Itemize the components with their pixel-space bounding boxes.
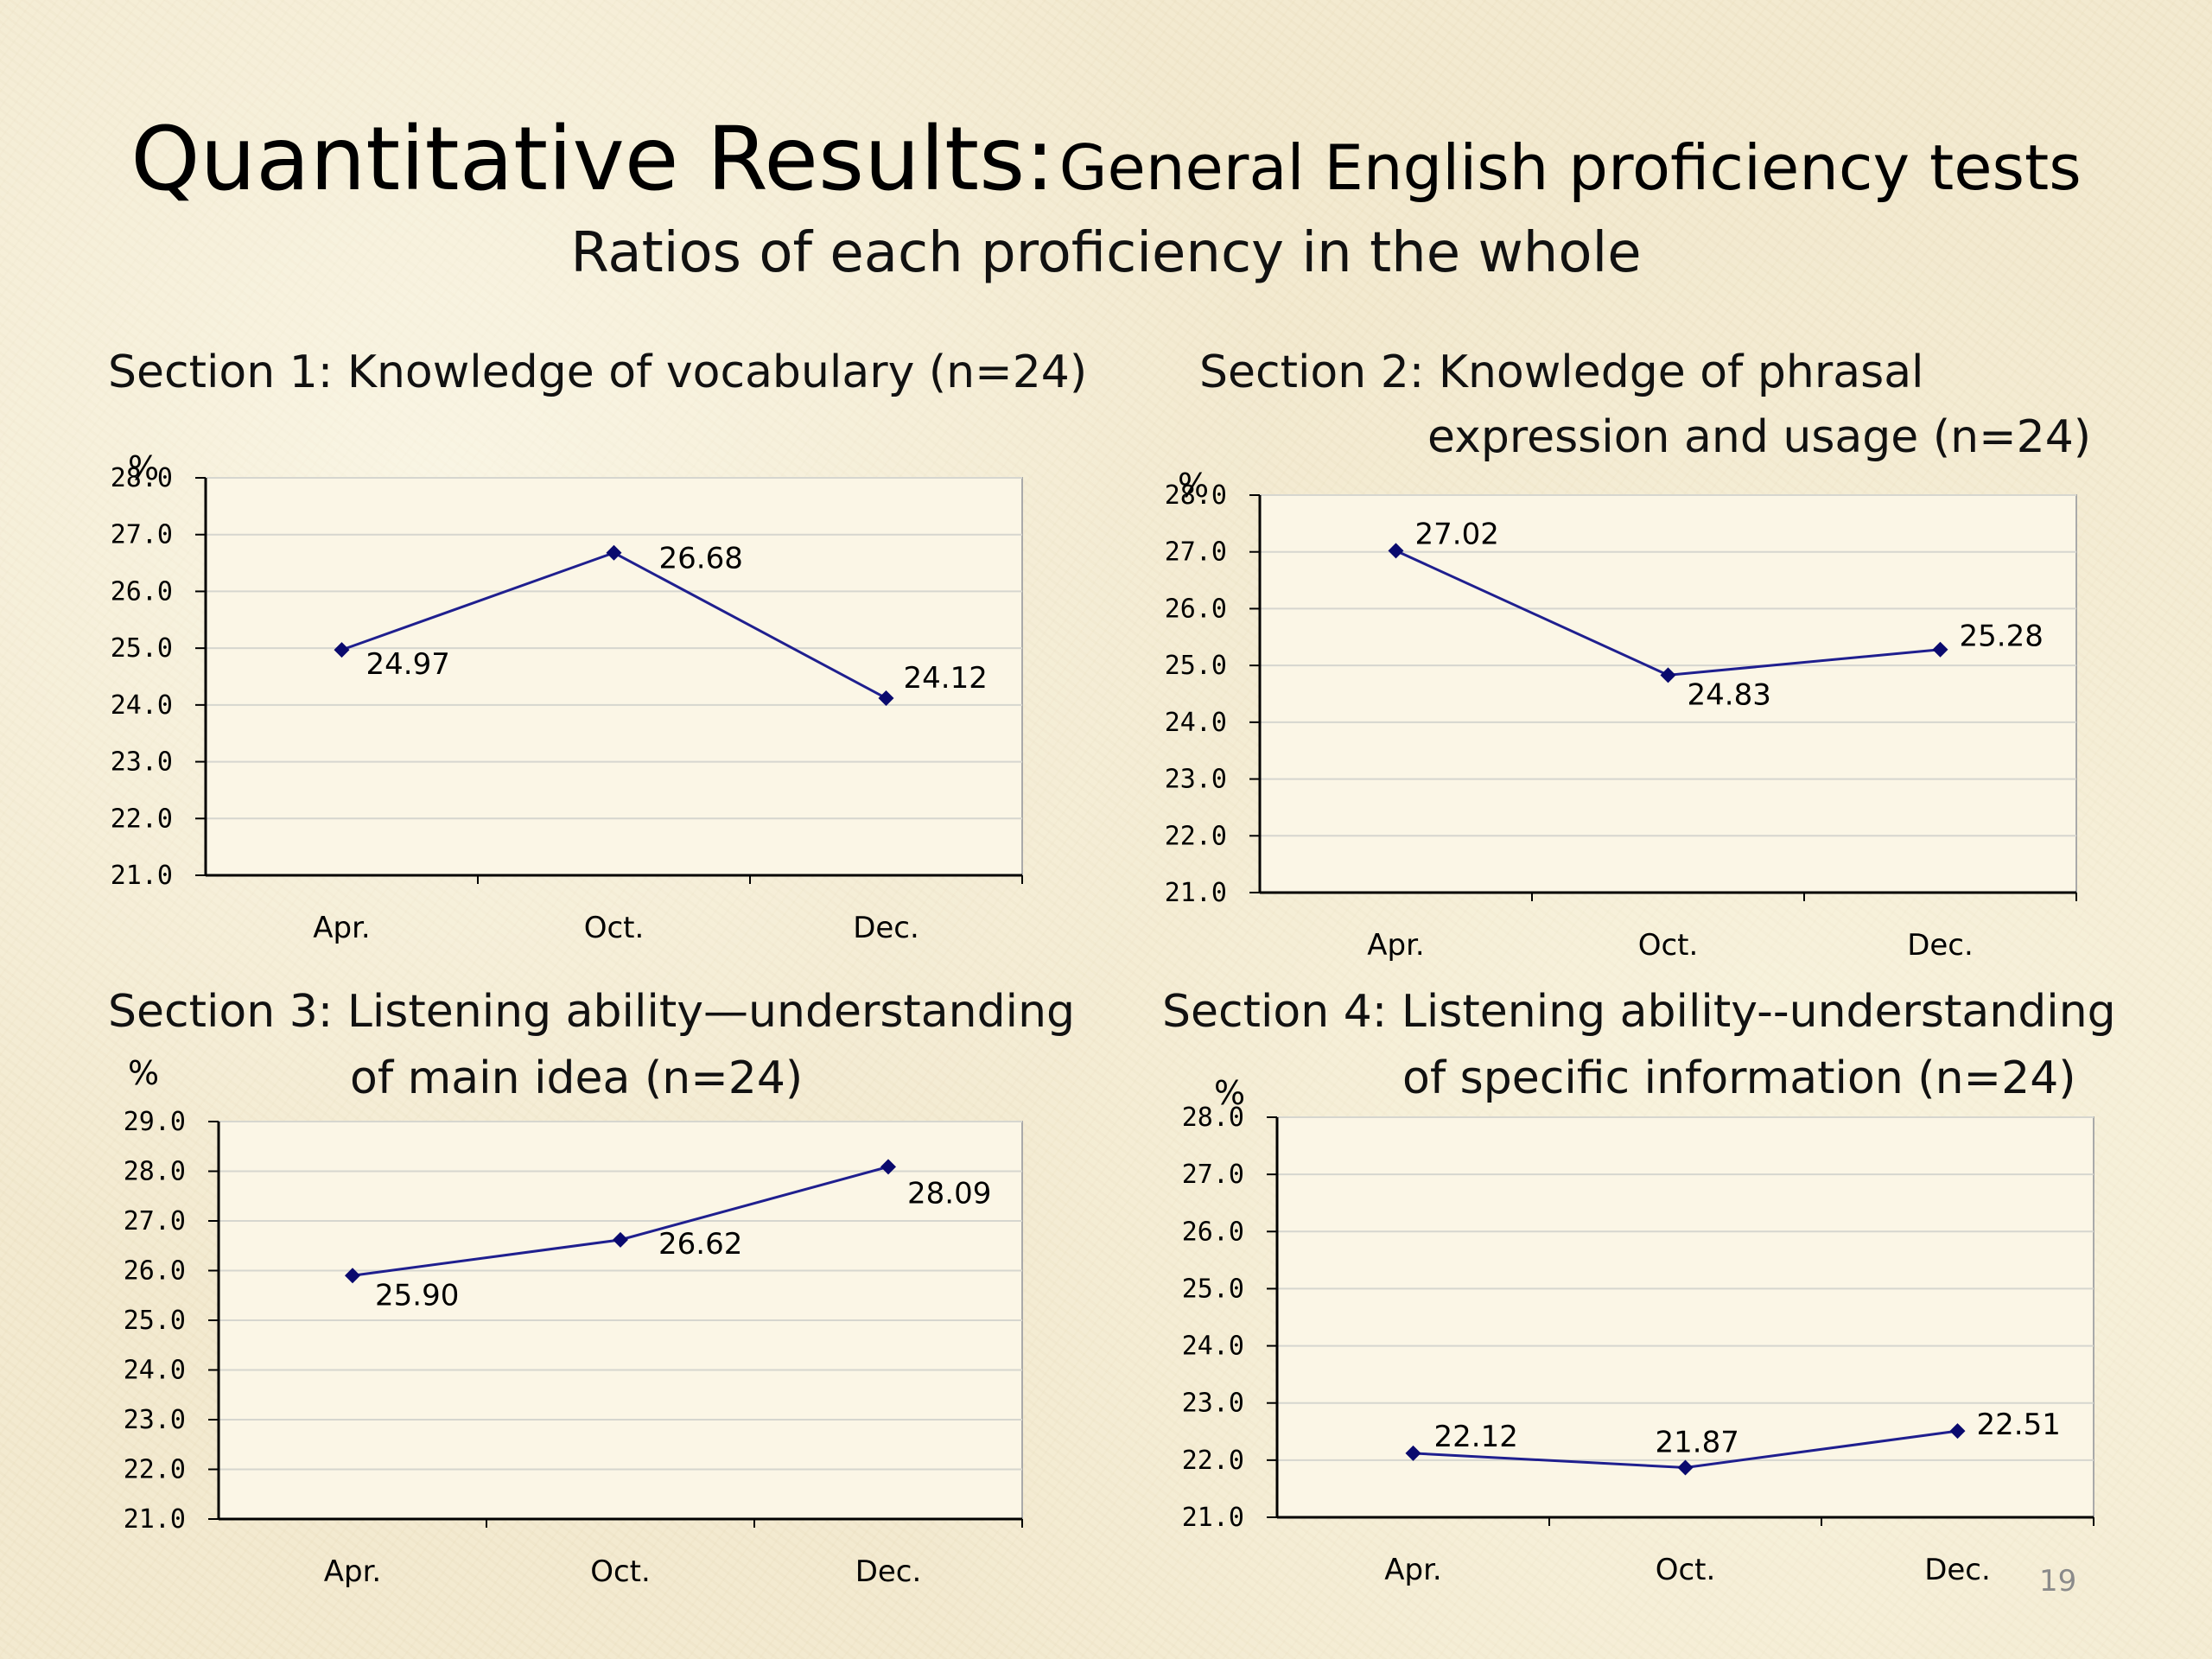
data-label: 24.83 [1688, 677, 1771, 712]
x-tick-label: Apr. [1367, 928, 1425, 963]
page-number: 19 [2039, 1564, 2077, 1599]
data-point-marker [1660, 667, 1676, 683]
y-tick-label: 28.0 [1182, 1103, 1244, 1133]
y-tick-label: 22.0 [1165, 821, 1227, 851]
y-tick-label: 27.0 [124, 1206, 186, 1236]
x-tick-label: Apr. [313, 911, 371, 945]
y-tick-label: 21.0 [1182, 1503, 1244, 1533]
y-axis-unit-label: % [1178, 467, 1209, 505]
data-point-marker [1932, 641, 1948, 658]
y-tick-label: 24.0 [111, 690, 173, 721]
data-point-marker [345, 1268, 360, 1284]
x-tick-label: Oct. [1638, 928, 1699, 963]
y-tick-label: 21.0 [111, 861, 173, 891]
slide-subtitle: Ratios of each proficiency in the whole [570, 221, 1642, 285]
data-point-marker [1388, 543, 1404, 559]
data-point-marker [880, 1159, 896, 1175]
y-tick-label: 28.0 [111, 463, 173, 493]
y-tick-label: 22.0 [111, 804, 173, 834]
y-tick-label: 23.0 [1182, 1389, 1244, 1419]
data-label: 24.97 [366, 647, 450, 682]
data-label: 24.12 [904, 661, 988, 696]
x-tick-label: Oct. [584, 911, 645, 945]
x-tick-label: Dec. [1924, 1553, 1991, 1587]
slide-title-sub: General English proficiency tests [1058, 131, 2082, 204]
y-axis-unit-label: % [128, 1054, 159, 1092]
y-tick-label: 26.0 [1182, 1217, 1244, 1247]
plot-area [1259, 494, 2077, 893]
y-tick-label: 21.0 [1165, 878, 1227, 908]
x-tick-label: Dec. [853, 911, 919, 945]
section-1-title: Section 1: Knowledge of vocabulary (n=24… [108, 346, 1088, 398]
y-tick-label: 27.0 [1182, 1160, 1244, 1190]
y-tick-label: 24.0 [1165, 708, 1227, 738]
y-tick-label: 28.0 [1165, 480, 1227, 511]
data-point-marker [606, 544, 622, 561]
y-tick-label: 25.0 [124, 1306, 186, 1336]
slide-title-main: Quantitative Results: [130, 108, 1055, 211]
x-tick-label: Dec. [1907, 928, 1974, 963]
y-tick-label: 21.0 [124, 1504, 186, 1535]
x-tick-label: Oct. [1656, 1553, 1716, 1587]
plot-area [205, 477, 1023, 876]
y-tick-label: 23.0 [124, 1405, 186, 1435]
data-label: 26.68 [659, 542, 743, 576]
x-tick-label: Apr. [324, 1554, 382, 1589]
data-point-marker [1405, 1445, 1421, 1461]
section-4-title-line-2: of specific information (n=24) [1402, 1052, 2076, 1104]
data-point-marker [878, 690, 894, 706]
y-tick-label: 26.0 [124, 1256, 186, 1287]
y-tick-label: 24.0 [1182, 1332, 1244, 1362]
chart-section-3: 21.0 22.0 23.0 24.0 25.0 26.0 27.0 28.0 29.0 Apr.… [124, 1054, 1023, 1589]
data-label: 27.02 [1415, 517, 1499, 551]
x-tick-label: Oct. [590, 1554, 651, 1589]
data-point-marker [1949, 1423, 1966, 1440]
data-point-marker [613, 1231, 628, 1248]
y-tick-label: 28.0 [124, 1157, 186, 1187]
slide-title: Quantitative Results: General English pr… [0, 108, 2212, 211]
chart-section-1: 21.0 22.0 23.0 24.0 25.0 26.0 27.0 28.0 Apr. Oct.… [111, 449, 1023, 945]
x-tick-label: Dec. [855, 1554, 922, 1589]
y-tick-label: 23.0 [111, 747, 173, 778]
data-label: 28.09 [907, 1176, 991, 1211]
chart-section-2: 21.0 22.0 23.0 24.0 25.0 26.0 27.0 28.0 Apr. Oct.… [1165, 467, 2077, 963]
x-tick-label: Apr. [1384, 1553, 1442, 1587]
y-tick-label: 25.0 [111, 633, 173, 664]
y-axis-unit-label: % [128, 449, 159, 487]
data-label: 26.62 [658, 1227, 742, 1262]
y-tick-label: 27.0 [1165, 537, 1227, 568]
y-tick-label: 29.0 [124, 1107, 186, 1137]
y-tick-label: 25.0 [1165, 651, 1227, 681]
y-tick-label: 22.0 [1182, 1446, 1244, 1476]
data-point-marker [1677, 1459, 1694, 1476]
section-2-title-line-1: Section 2: Knowledge of phrasal [1199, 346, 1924, 398]
data-label: 25.90 [375, 1278, 459, 1313]
y-tick-label: 24.0 [124, 1356, 186, 1386]
chart-section-4: 21.0 22.0 23.0 24.0 25.0 26.0 27.0 28.0 Apr. Oct.… [1182, 1074, 2094, 1587]
data-label: 22.12 [1434, 1420, 1518, 1454]
section-3-title-line-1: Section 3: Listening ability—understandi… [108, 986, 1076, 1038]
section-3-title-line-2: of main idea (n=24) [350, 1052, 804, 1104]
data-point-marker [334, 642, 350, 658]
data-label: 21.87 [1656, 1425, 1739, 1459]
y-tick-label: 27.0 [111, 520, 173, 550]
y-tick-label: 22.0 [124, 1455, 186, 1485]
y-axis-unit-label: % [1214, 1074, 1245, 1112]
y-tick-label: 26.0 [1165, 594, 1227, 624]
section-4-title-line-1: Section 4: Listening ability--understand… [1162, 986, 2116, 1038]
y-tick-label: 25.0 [1182, 1274, 1244, 1304]
y-tick-label: 26.0 [111, 576, 173, 607]
y-tick-label: 23.0 [1165, 765, 1227, 795]
data-label: 22.51 [1977, 1408, 2061, 1442]
data-label: 25.28 [1960, 620, 2044, 654]
section-2-title-line-2: expression and usage (n=24) [1427, 411, 2092, 463]
